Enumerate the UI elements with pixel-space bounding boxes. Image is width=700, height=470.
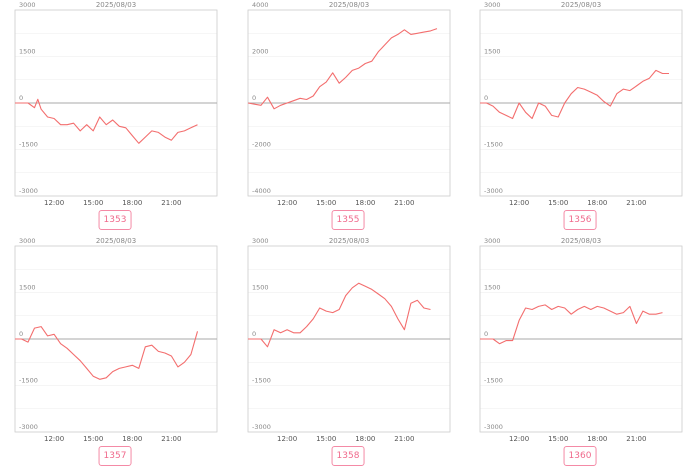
x-tick-label: 18:00 bbox=[122, 435, 142, 443]
stock-code-badge[interactable]: 1360 bbox=[563, 446, 597, 466]
x-tick-label: 18:00 bbox=[355, 199, 375, 207]
x-tick-label: 18:00 bbox=[122, 199, 142, 207]
y-tick-label: 1500 bbox=[252, 284, 269, 292]
y-tick-label: -3000 bbox=[19, 187, 38, 195]
y-tick-label: -1500 bbox=[19, 377, 38, 385]
y-tick-label: 1500 bbox=[19, 284, 36, 292]
x-tick-label: 12:00 bbox=[277, 435, 297, 443]
x-tick-label: 12:00 bbox=[44, 199, 64, 207]
y-tick-label: -1500 bbox=[19, 141, 38, 149]
x-tick-label: 21:00 bbox=[626, 435, 646, 443]
chart-title: 2025/08/03 bbox=[561, 1, 601, 9]
y-tick-label: 3000 bbox=[19, 1, 36, 9]
stock-code-badge[interactable]: 1355 bbox=[331, 210, 365, 230]
x-tick-label: 18:00 bbox=[587, 435, 607, 443]
chart-panel: 2025/08/03 -3000 -1500 0 1500 3000 12:00 15:00 1… bbox=[470, 236, 683, 468]
stock-code-badge[interactable]: 1353 bbox=[98, 210, 132, 230]
chart-panel: 2025/08/03 -3000 -1500 0 1500 3000 12:00 15:00 1… bbox=[470, 0, 683, 232]
y-tick-label: 4000 bbox=[252, 1, 269, 9]
x-tick-label: 18:00 bbox=[355, 435, 375, 443]
x-tick-label: 15:00 bbox=[83, 199, 103, 207]
series-line bbox=[15, 326, 199, 380]
y-tick-label: 3000 bbox=[19, 237, 36, 245]
stock-code-badge[interactable]: 1358 bbox=[331, 446, 365, 466]
series-line bbox=[247, 28, 438, 110]
y-tick-label: -2000 bbox=[252, 141, 271, 149]
y-tick-label: 0 bbox=[484, 330, 488, 338]
chart-panel: 2025/08/03 -4000 -2000 0 2000 4000 12:00 15:00 1… bbox=[238, 0, 451, 232]
line-chart: 2025/08/03 -3000 -1500 0 1500 3000 12:00 15:00 1… bbox=[14, 1, 218, 207]
y-tick-label: -3000 bbox=[484, 423, 503, 431]
y-tick-label: -1500 bbox=[252, 377, 271, 385]
chart-title: 2025/08/03 bbox=[96, 1, 136, 9]
x-tick-label: 21:00 bbox=[161, 435, 181, 443]
y-tick-label: -3000 bbox=[19, 423, 38, 431]
y-tick-label: 2000 bbox=[252, 48, 269, 56]
x-tick-label: 21:00 bbox=[394, 199, 414, 207]
y-tick-label: 1500 bbox=[484, 284, 501, 292]
x-tick-label: 15:00 bbox=[316, 435, 336, 443]
series-line bbox=[480, 304, 663, 345]
line-chart: 2025/08/03 -3000 -1500 0 1500 3000 12:00 15:00 1… bbox=[14, 237, 218, 443]
y-tick-label: 3000 bbox=[484, 237, 501, 245]
series-line bbox=[248, 282, 431, 348]
y-tick-label: -3000 bbox=[252, 423, 271, 431]
y-tick-label: 0 bbox=[484, 94, 488, 102]
chart-title: 2025/08/03 bbox=[561, 237, 601, 245]
y-tick-label: 0 bbox=[252, 330, 256, 338]
x-tick-label: 18:00 bbox=[587, 199, 607, 207]
y-tick-label: 0 bbox=[19, 94, 23, 102]
line-chart: 2025/08/03 -3000 -1500 0 1500 3000 12:00 15:00 1… bbox=[479, 237, 683, 443]
y-tick-label: 0 bbox=[19, 330, 23, 338]
x-tick-label: 15:00 bbox=[548, 199, 568, 207]
x-tick-label: 12:00 bbox=[44, 435, 64, 443]
y-tick-label: -4000 bbox=[252, 187, 271, 195]
y-tick-label: -3000 bbox=[484, 187, 503, 195]
chart-title: 2025/08/03 bbox=[96, 237, 136, 245]
line-chart: 2025/08/03 -3000 -1500 0 1500 3000 12:00 15:00 1… bbox=[247, 237, 451, 443]
x-tick-label: 12:00 bbox=[509, 435, 529, 443]
y-tick-label: -1500 bbox=[484, 141, 503, 149]
chart-panel: 2025/08/03 -3000 -1500 0 1500 3000 12:00 15:00 1… bbox=[238, 236, 451, 468]
chart-panel: 2025/08/03 -3000 -1500 0 1500 3000 12:00 15:00 1… bbox=[5, 236, 218, 468]
x-tick-label: 15:00 bbox=[83, 435, 103, 443]
line-chart: 2025/08/03 -4000 -2000 0 2000 4000 12:00 15:00 1… bbox=[247, 1, 451, 207]
stock-code-badge[interactable]: 1357 bbox=[98, 446, 132, 466]
x-tick-label: 21:00 bbox=[394, 435, 414, 443]
chart-panel: 2025/08/03 -3000 -1500 0 1500 3000 12:00 15:00 1… bbox=[5, 0, 218, 232]
y-tick-label: 3000 bbox=[252, 237, 269, 245]
chart-title: 2025/08/03 bbox=[329, 237, 369, 245]
stock-code-badge[interactable]: 1356 bbox=[563, 210, 597, 230]
y-tick-label: -1500 bbox=[484, 377, 503, 385]
y-tick-label: 0 bbox=[252, 94, 256, 102]
y-tick-label: 3000 bbox=[484, 1, 501, 9]
x-tick-label: 15:00 bbox=[548, 435, 568, 443]
x-tick-label: 12:00 bbox=[277, 199, 297, 207]
series-line bbox=[480, 69, 669, 120]
line-chart: 2025/08/03 -3000 -1500 0 1500 3000 12:00 15:00 1… bbox=[479, 1, 683, 207]
x-tick-label: 21:00 bbox=[161, 199, 181, 207]
series-line bbox=[15, 98, 198, 144]
x-tick-label: 15:00 bbox=[316, 199, 336, 207]
x-tick-label: 21:00 bbox=[626, 199, 646, 207]
chart-title: 2025/08/03 bbox=[329, 1, 369, 9]
y-tick-label: 1500 bbox=[19, 48, 36, 56]
x-tick-label: 12:00 bbox=[509, 199, 529, 207]
y-tick-label: 1500 bbox=[484, 48, 501, 56]
